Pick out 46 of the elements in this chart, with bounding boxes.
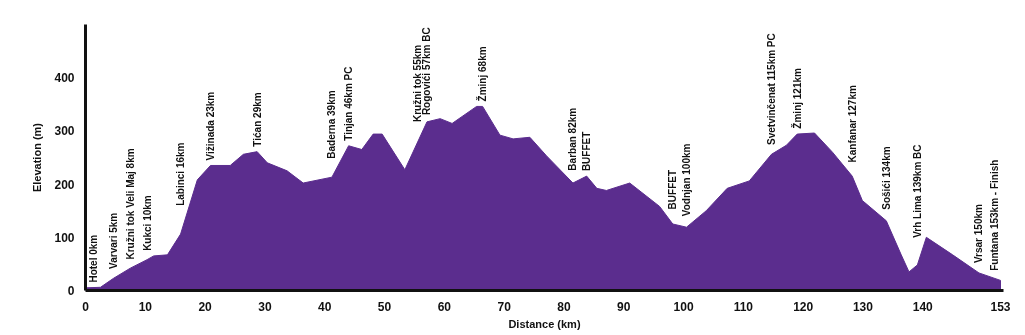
y-tick-label: 300	[54, 124, 75, 139]
annotation: Vodnjan 100km	[681, 143, 693, 217]
x-tick-label: 0	[82, 299, 90, 314]
annotation: Barban 82km	[567, 107, 579, 171]
annotation: Baderna 39km	[326, 90, 338, 159]
annotation: Svetvinčenat 115km PC	[765, 33, 777, 145]
x-tick-label: 110	[733, 299, 754, 314]
x-tick-label: 60	[437, 299, 452, 314]
x-tick-label: 80	[557, 299, 571, 314]
annotation: Kanfanar 127km	[846, 85, 858, 163]
annotation: BUFFET	[581, 131, 593, 172]
x-tick-label: 130	[852, 299, 874, 314]
x-tick-label: 20	[198, 299, 213, 314]
x-tick-label: 100	[673, 299, 694, 314]
x-tick-label: 90	[617, 299, 631, 314]
annotation: Tinjan 46km PC	[343, 66, 355, 141]
annotation: Žminj 68km	[476, 46, 489, 102]
x-tick-label: 120	[793, 299, 814, 314]
annotation: Funtana 153km - Finish	[989, 159, 1001, 271]
x-axis-title: Distance (km)	[508, 317, 581, 330]
x-tick-label: 10	[138, 299, 153, 314]
y-axis-title: Elevation (m)	[31, 122, 44, 193]
x-tick-label: 140	[912, 299, 934, 314]
y-tick-label: 400	[54, 71, 75, 86]
x-tick-label: 40	[318, 299, 332, 314]
annotation: BUFFET	[667, 169, 679, 210]
annotation: Vižinada 23km	[204, 91, 216, 161]
y-tick-label: 200	[54, 177, 75, 192]
annotation: Sošići 134km	[880, 146, 892, 210]
x-tick-label: 50	[377, 299, 392, 314]
annotation: Vrh Lima 139km BC	[911, 144, 923, 238]
annotation: Kružni tok Veli Maj 8km	[124, 148, 136, 260]
annotation: Tićan 29km	[251, 92, 263, 147]
x-tick-label: 153	[990, 299, 1011, 314]
x-tick-label: 30	[258, 299, 272, 314]
annotation: Varvari 5km	[108, 212, 120, 269]
annotation: Kružni tok 55km	[411, 44, 423, 123]
annotation: Labinci 16km	[175, 142, 187, 206]
annotation: Hotel 0km	[87, 234, 99, 283]
annotation: Kukci 10km	[141, 195, 153, 251]
annotation: Rogovići 57km BC	[421, 27, 433, 116]
x-tick-label: 70	[497, 299, 512, 314]
y-tick-label: 0	[67, 284, 75, 298]
annotation: Žminj 121km	[790, 67, 803, 129]
annotation: Vrsar 150km	[973, 203, 985, 264]
y-tick-label: 100	[54, 230, 75, 245]
